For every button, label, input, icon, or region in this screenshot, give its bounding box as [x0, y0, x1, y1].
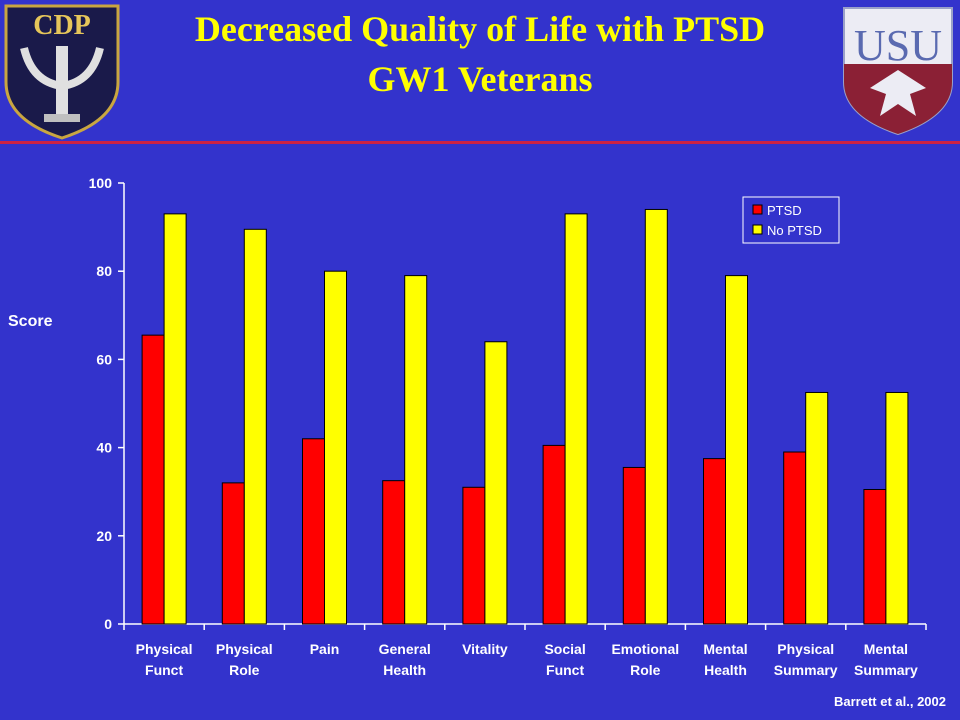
- bar-no-ptsd: [484, 341, 508, 625]
- y-tick-label: 80: [96, 263, 112, 279]
- x-tick-label: General Health: [379, 641, 431, 678]
- x-tick-label: Emotional Role: [611, 641, 679, 678]
- bar-ptsd: [542, 444, 566, 625]
- cdp-logo: CDP: [4, 4, 120, 140]
- legend-label: No PTSD: [767, 223, 822, 238]
- x-tick-label: Vitality: [462, 641, 508, 657]
- legend-label: PTSD: [767, 203, 802, 218]
- bar-no-ptsd: [725, 275, 748, 625]
- y-axis-label: Score: [8, 313, 53, 330]
- x-tick-label: Physical Summary: [774, 641, 838, 678]
- y-tick-label: 40: [96, 440, 112, 456]
- bar-ptsd: [302, 438, 325, 625]
- bar-no-ptsd: [644, 208, 668, 625]
- y-tick-label: 0: [104, 616, 112, 632]
- citation: Barrett et al., 2002: [833, 694, 946, 709]
- bar-ptsd: [221, 482, 245, 625]
- bar-chart: 0 20 40 60 80 100 Physical Funct Physical Role Pai…: [89, 175, 927, 678]
- cdp-logo-text: CDP: [33, 10, 91, 41]
- bar-ptsd: [783, 451, 807, 625]
- usu-logo: USU: [843, 7, 953, 136]
- bar-no-ptsd: [885, 391, 909, 625]
- x-tick-label: Social Funct: [544, 641, 585, 678]
- x-tick-label: Pain: [310, 641, 340, 657]
- bar-no-ptsd: [163, 213, 187, 625]
- slide-title-line1: Decreased Quality of Life with PTSD: [194, 9, 766, 49]
- x-tick-label: Mental Health: [703, 641, 747, 678]
- bar-no-ptsd: [243, 228, 267, 625]
- usu-logo-text: USU: [854, 21, 942, 70]
- bar-no-ptsd: [324, 270, 347, 625]
- legend-swatch-no-ptsd: [752, 224, 763, 235]
- y-tick-label: 20: [96, 528, 112, 544]
- x-tick-label: Physical Role: [216, 641, 273, 678]
- legend-swatch-ptsd: [752, 204, 763, 215]
- x-tick-label: Mental Summary: [854, 641, 918, 678]
- y-tick-label: 60: [96, 351, 112, 367]
- bar-ptsd: [462, 486, 486, 625]
- title-divider: [0, 141, 960, 144]
- slide-title-line2: GW1 Veterans: [367, 59, 593, 99]
- bar-ptsd: [863, 488, 887, 625]
- bar-no-ptsd: [564, 213, 588, 625]
- bar-ptsd: [141, 334, 165, 625]
- bar-ptsd: [703, 458, 726, 625]
- bar-no-ptsd: [805, 391, 829, 625]
- x-tick-label: Physical Funct: [136, 641, 193, 678]
- bar-no-ptsd: [404, 275, 428, 625]
- bar-ptsd: [382, 480, 406, 625]
- bar-ptsd: [622, 466, 646, 625]
- y-tick-label: 100: [89, 175, 113, 191]
